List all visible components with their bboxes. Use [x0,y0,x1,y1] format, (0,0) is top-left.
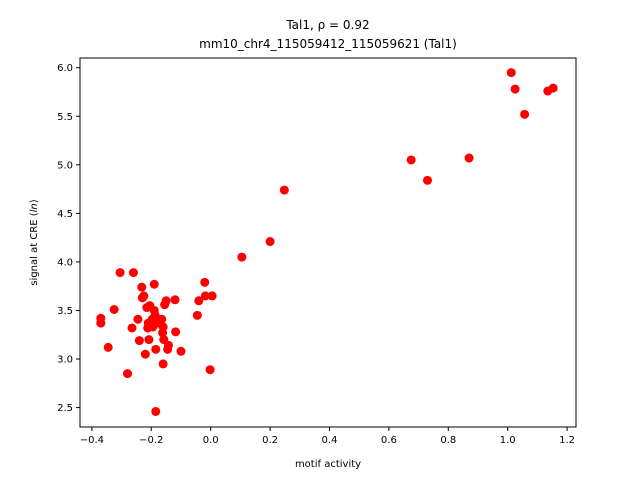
y-axis-label-suffix: ) [29,199,40,203]
y-tick-label: 6.0 [57,63,73,74]
y-axis-ticks: 2.5 3.0 3.5 4.0 4.5 5.0 5.5 6.0 [57,63,80,414]
y-tick-label: 4.0 [57,257,73,268]
data-point [139,291,149,301]
chart-title-line2: mm10_chr4_115059412_115059621 (Tal1) [199,37,457,51]
y-tick-label: 2.5 [57,403,73,414]
data-point [548,83,558,93]
data-point [205,365,215,375]
plot-area-frame [79,57,577,428]
data-point [237,252,247,262]
x-tick-label: 0.4 [322,435,338,446]
data-point [207,291,217,301]
data-point [123,369,133,379]
data-point [406,155,416,165]
data-point [170,295,180,305]
data-point [265,237,275,247]
x-tick-label: 1.2 [559,435,575,446]
y-tick-label: 3.5 [57,306,73,317]
data-point [192,310,202,320]
x-axis-label: motif activity [295,459,361,470]
data-point [164,340,174,350]
data-point [279,185,289,195]
data-point [171,327,181,337]
data-point [137,282,147,292]
y-axis-label-prefix: signal at CRE ( [29,212,40,285]
data-point [96,318,106,328]
data-point [149,279,159,289]
data-point [133,314,143,324]
x-tick-label: −0.2 [139,435,163,446]
y-tick-label: 5.0 [57,160,73,171]
data-point [127,323,137,333]
x-tick-label: 0.6 [381,435,397,446]
x-tick-label: 0.2 [262,435,278,446]
y-tick-label: 3.0 [57,355,73,366]
y-axis-label-italic: ln [29,203,40,212]
y-tick-label: 4.5 [57,209,73,220]
data-point [176,346,186,356]
x-tick-label: −0.4 [80,435,104,446]
data-point [158,359,168,369]
data-point [115,268,125,278]
data-point [200,291,210,301]
chart-title-line1: Tal1, ρ = 0.92 [285,18,369,32]
data-point [506,68,516,78]
data-point [144,335,154,345]
x-axis-ticks: −0.4 −0.2 0.0 0.2 0.4 0.6 0.8 1.0 1.2 [80,427,575,446]
x-tick-label: 1.0 [500,435,516,446]
y-tick-label: 5.5 [57,112,73,123]
y-axis-label: signal at CRE (ln) [29,199,40,285]
data-points [96,68,558,416]
data-point [464,153,474,163]
data-point [128,268,138,278]
data-point [157,314,167,324]
data-point [103,342,113,352]
data-point [161,296,171,306]
data-point [151,406,161,416]
data-point [134,336,144,346]
data-point [158,322,168,332]
data-point [510,84,520,94]
x-tick-label: 0.0 [203,435,219,446]
data-point [140,349,150,359]
data-point [520,109,530,119]
data-point [151,344,161,354]
x-tick-label: 0.8 [440,435,456,446]
data-point [109,305,119,315]
data-point [422,175,432,185]
data-point [200,277,210,287]
data-point [194,296,204,306]
